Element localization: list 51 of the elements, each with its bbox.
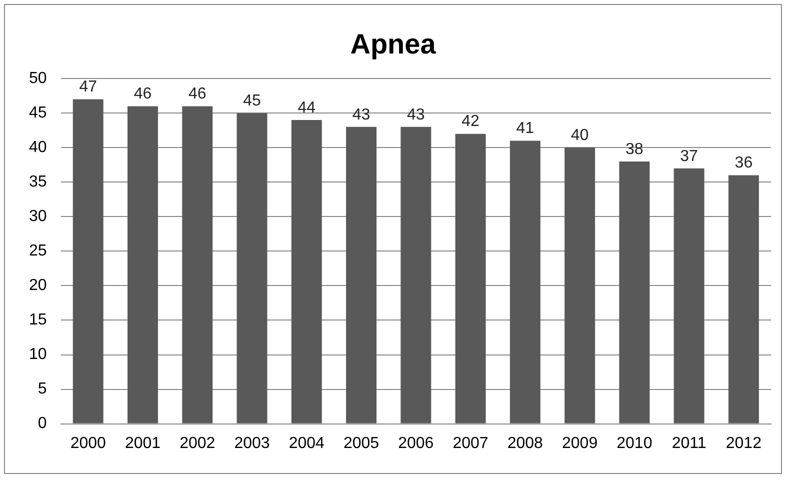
y-tick-label: 35 — [29, 174, 47, 191]
y-tick-label: 45 — [29, 104, 47, 122]
y-tick-label: 40 — [29, 139, 47, 156]
data-label: 36 — [734, 154, 753, 172]
y-tick-label: 0 — [38, 415, 47, 432]
x-tick-label: 2002 — [180, 434, 216, 452]
data-label: 38 — [626, 140, 644, 158]
bar — [346, 126, 377, 424]
data-label: 42 — [462, 113, 480, 130]
x-tick-label: 2009 — [562, 434, 598, 452]
data-label: 41 — [516, 120, 534, 138]
x-tick-label: 2011 — [672, 434, 706, 452]
data-label: 46 — [188, 86, 206, 103]
y-tick-label: 5 — [38, 380, 47, 398]
bar — [619, 161, 650, 424]
y-tick-label: 25 — [29, 242, 47, 260]
x-tick-label: 2007 — [452, 434, 488, 452]
y-tick-label: 20 — [29, 277, 47, 294]
x-tick-label: 2006 — [398, 434, 434, 452]
x-tick-label: 2012 — [726, 434, 762, 452]
bar — [455, 134, 486, 424]
x-tick-label: 2004 — [288, 434, 325, 452]
data-label: 37 — [680, 148, 698, 165]
data-label: 43 — [407, 106, 425, 124]
data-label: 40 — [570, 127, 589, 144]
x-tick-label: 2008 — [507, 434, 544, 452]
bar — [400, 126, 432, 424]
data-label: 47 — [79, 78, 98, 96]
data-label: 43 — [352, 106, 370, 124]
x-tick-label: 2005 — [343, 434, 380, 452]
bar — [291, 120, 322, 424]
bar — [182, 106, 213, 424]
bar — [728, 175, 759, 424]
bar — [510, 140, 540, 424]
y-tick-label: 50 — [29, 70, 47, 88]
x-tick-label: 2003 — [234, 434, 270, 452]
bar — [674, 168, 704, 424]
x-tick-label: 2010 — [616, 434, 652, 452]
chart-title: Apnea — [350, 28, 436, 60]
y-tick-label: 30 — [29, 208, 47, 226]
y-tick-label: 10 — [29, 346, 47, 364]
bar — [564, 148, 596, 424]
data-label: 44 — [298, 99, 316, 116]
x-tick-label: 2000 — [70, 434, 106, 452]
bar — [72, 99, 104, 424]
data-label: 46 — [134, 86, 152, 103]
y-tick-label: 15 — [29, 312, 47, 329]
bar — [236, 113, 268, 424]
x-tick-label: 2001 — [124, 434, 161, 452]
data-label: 45 — [243, 92, 262, 110]
bar — [128, 106, 158, 424]
